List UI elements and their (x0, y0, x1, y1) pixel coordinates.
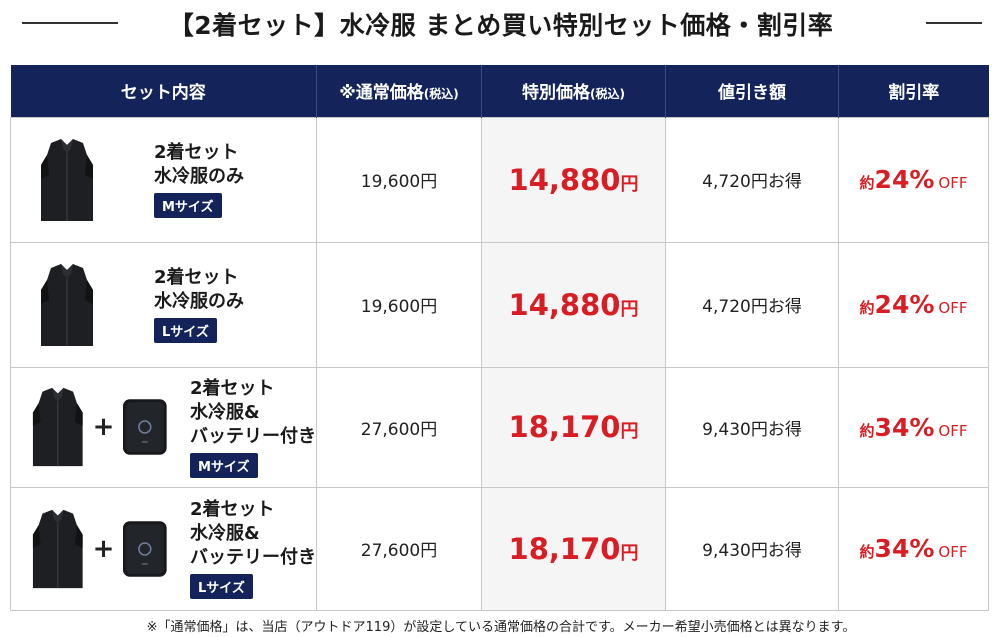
table-row: 2着セット 水冷服のみ Mサイズ 19,600円 14,880円 4,720円お… (10, 116, 989, 243)
page-title: 【2着セット】水冷服 まとめ買い特別セット価格・割引率 (168, 11, 834, 40)
set-description: 2着セット 水冷服& バッテリー付き Lサイズ (190, 498, 316, 599)
size-badge: Mサイズ (154, 193, 222, 218)
header-special-price-tax: (税込) (590, 87, 625, 102)
discount-amount: 4,720円お得 (702, 297, 802, 317)
special-price-unit: 円 (620, 298, 639, 320)
rate-prefix: 約 (859, 174, 875, 192)
set-contents-cell: 2着セット 水冷服のみ Lサイズ (10, 241, 317, 368)
regular-price: 27,600円 (360, 541, 438, 561)
header-discount-rate: 割引率 (838, 65, 989, 117)
special-price-unit: 円 (620, 173, 639, 195)
plus-symbol: + (92, 533, 115, 564)
rate-suffix: OFF (938, 174, 968, 192)
regular-price: 19,600円 (360, 297, 438, 317)
title-row: 【2着セット】水冷服 まとめ買い特別セット価格・割引率 (0, 0, 1002, 48)
set-contents-cell: 2着セット 水冷服のみ Mサイズ (10, 116, 317, 243)
header-regular-price-tax: (税込) (423, 87, 459, 102)
set-line-1: 2着セット (154, 142, 239, 163)
set-line-1: 2着セット (190, 377, 275, 399)
special-price-cell: 18,170円 (481, 366, 666, 488)
header-regular-price: ※通常価格(税込) (316, 65, 482, 117)
table-row: + 2着セット 水冷服& バッテリー付き Lサイズ 27,600円 (10, 486, 989, 611)
set-description: 2着セット 水冷服のみ Mサイズ (154, 141, 244, 218)
set-contents-cell: + 2着セット 水冷服& バッテリー付き Lサイズ (10, 486, 317, 611)
set-line-2: 水冷服& (190, 401, 260, 423)
regular-price-cell: 19,600円 (316, 241, 482, 368)
set-contents-cell: + 2着セット 水冷服& バッテリー付き Mサイズ (10, 366, 317, 488)
special-price-cell: 18,170円 (481, 486, 666, 611)
special-price: 18,170 (508, 410, 621, 444)
price-table: セット内容 ※通常価格(税込) 特別価格(税込) 値引き額 割引率 (10, 65, 989, 611)
title-divider-right (926, 22, 982, 24)
discount-rate-cell: 約34% OFF (838, 486, 989, 611)
set-line-3: バッテリー付き (190, 547, 316, 568)
discount-amount-cell: 4,720円お得 (665, 241, 839, 368)
special-price-unit: 円 (620, 421, 639, 442)
size-badge: Lサイズ (190, 574, 253, 599)
discount-amount: 9,430円お得 (702, 419, 802, 440)
regular-price-cell: 27,600円 (316, 366, 482, 488)
table-row: + 2着セット 水冷服& バッテリー付き Mサイズ 27,600円 (10, 366, 989, 488)
rate-prefix: 約 (859, 299, 875, 317)
set-line-2: 水冷服のみ (154, 291, 244, 312)
set-description: 2着セット 水冷服のみ Lサイズ (154, 266, 244, 343)
discount-amount-cell: 9,430円お得 (665, 486, 839, 611)
size-badge: Lサイズ (154, 318, 217, 343)
regular-price-cell: 19,600円 (316, 116, 482, 243)
set-line-2: 水冷服& (190, 523, 260, 544)
rate-value: 24% (874, 165, 935, 194)
discount-amount-cell: 9,430円お得 (665, 366, 839, 488)
plus-symbol: + (92, 412, 115, 442)
discount-amount: 4,720円お得 (702, 172, 802, 192)
rate-suffix: OFF (938, 421, 968, 440)
rate-value: 34% (874, 412, 935, 442)
title-divider-left (22, 22, 118, 24)
set-line-3: バッテリー付き (190, 425, 316, 447)
rate-prefix: 約 (859, 543, 875, 561)
special-price: 14,880 (508, 287, 621, 322)
special-price-cell: 14,880円 (481, 116, 666, 243)
battery-image (123, 399, 168, 455)
vest-image (32, 387, 83, 467)
regular-price-cell: 27,600円 (316, 486, 482, 611)
vest-image (41, 263, 93, 346)
footnote: ※「通常価格」は、当店（アウトドア119）が設定している通常価格の合計です。メー… (146, 620, 856, 635)
special-price-cell: 14,880円 (481, 241, 666, 368)
set-line-1: 2着セット (190, 499, 275, 520)
set-line-2: 水冷服のみ (154, 166, 244, 187)
vest-image (32, 509, 83, 588)
rate-suffix: OFF (938, 299, 968, 317)
set-description: 2着セット 水冷服& バッテリー付き Mサイズ (190, 377, 316, 478)
discount-rate-cell: 約24% OFF (838, 116, 989, 243)
rate-prefix: 約 (859, 421, 875, 440)
regular-price: 19,600円 (360, 172, 438, 192)
battery-image (123, 520, 168, 577)
discount-rate-cell: 約34% OFF (838, 366, 989, 488)
vest-image (41, 138, 93, 221)
discount-amount: 9,430円お得 (702, 541, 802, 561)
special-price: 18,170 (508, 531, 621, 566)
regular-price: 27,600円 (360, 419, 438, 440)
set-line-1: 2着セット (154, 267, 239, 288)
special-price: 14,880 (508, 162, 621, 197)
discount-amount-cell: 4,720円お得 (665, 116, 839, 243)
rate-suffix: OFF (938, 543, 968, 561)
discount-rate-cell: 約24% OFF (838, 241, 989, 368)
rate-value: 34% (874, 534, 935, 563)
header-set-contents: セット内容 (10, 65, 317, 117)
size-badge: Mサイズ (190, 452, 258, 478)
header-special-price: 特別価格(税込) (481, 65, 666, 117)
table-row: 2着セット 水冷服のみ Lサイズ 19,600円 14,880円 4,720円お… (10, 241, 989, 368)
header-discount-amount: 値引き額 (665, 65, 839, 117)
special-price-unit: 円 (620, 542, 639, 564)
table-header-row: セット内容 ※通常価格(税込) 特別価格(税込) 値引き額 割引率 (10, 65, 989, 117)
rate-value: 24% (874, 290, 935, 319)
